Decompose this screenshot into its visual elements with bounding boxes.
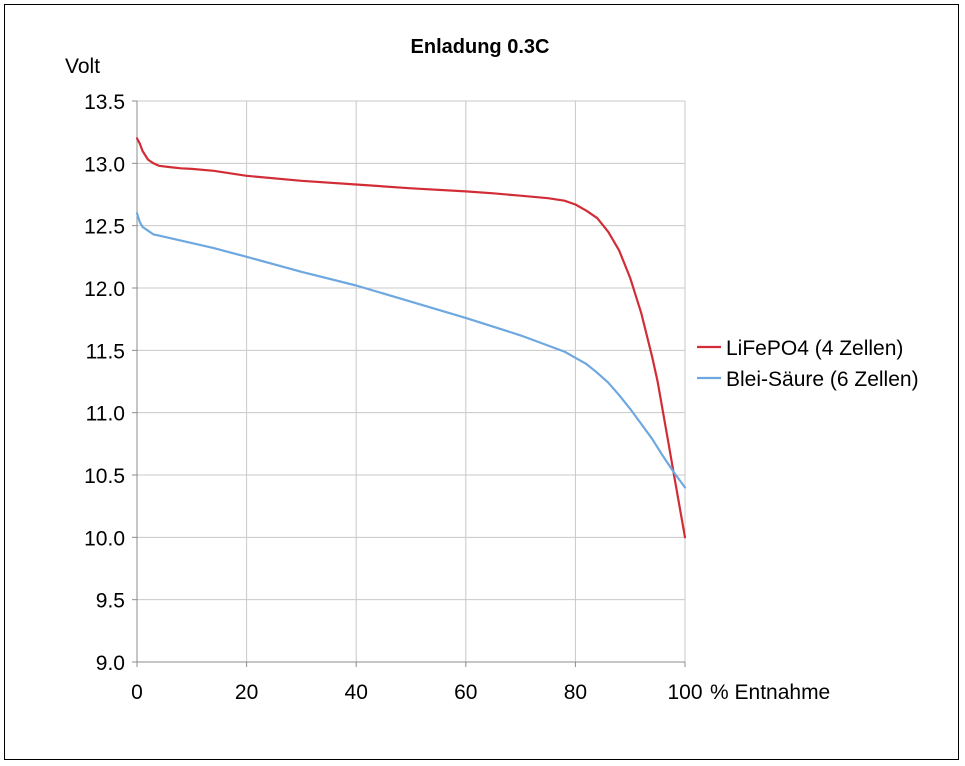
- series-lines: [135, 137, 687, 539]
- legend: LiFePO4 (4 Zellen) Blei-Säure (6 Zellen): [697, 337, 919, 391]
- y-tick-label: 11.0: [86, 403, 125, 426]
- y-tick-label: 12.5: [84, 216, 125, 239]
- axes: [132, 100, 686, 667]
- y-tick-label: 9.0: [96, 652, 125, 675]
- series-line-1: [135, 212, 687, 489]
- legend-label: Blei-Säure (6 Zellen): [726, 368, 919, 391]
- x-tick-label: 0: [131, 681, 143, 704]
- y-tick-label: 13.0: [84, 153, 125, 176]
- chart-frame: Enladung 0.3C Volt % Entnahme 0 20 40 60 80 1…: [4, 4, 959, 760]
- y-tick-label: 10.0: [84, 527, 125, 550]
- y-tick-label: 11.5: [86, 340, 125, 363]
- y-tick-label: 10.5: [84, 465, 125, 488]
- y-tick-label: 9.5: [96, 590, 125, 613]
- x-tick-label: 60: [454, 681, 477, 704]
- tick-labels: 0 20 40 60 80 100 9.0 9.5 10.0 10.5 11.0 11.5 12.0 12…: [84, 91, 702, 704]
- x-tick-label: 40: [345, 681, 368, 704]
- grid: [137, 100, 686, 662]
- x-tick-label: 80: [564, 681, 587, 704]
- x-tick-label: 20: [235, 681, 258, 704]
- chart-title: Enladung 0.3C: [411, 36, 550, 58]
- x-tick-label: 100: [667, 681, 702, 704]
- x-axis-label: % Entnahme: [710, 681, 830, 704]
- line-chart: Enladung 0.3C Volt % Entnahme 0 20 40 60 80 1…: [65, 36, 919, 704]
- series-line-0: [135, 137, 687, 539]
- legend-label: LiFePO4 (4 Zellen): [726, 337, 903, 360]
- y-axis-label: Volt: [65, 55, 100, 78]
- y-tick-label: 13.5: [84, 91, 125, 114]
- y-tick-label: 12.0: [84, 278, 125, 301]
